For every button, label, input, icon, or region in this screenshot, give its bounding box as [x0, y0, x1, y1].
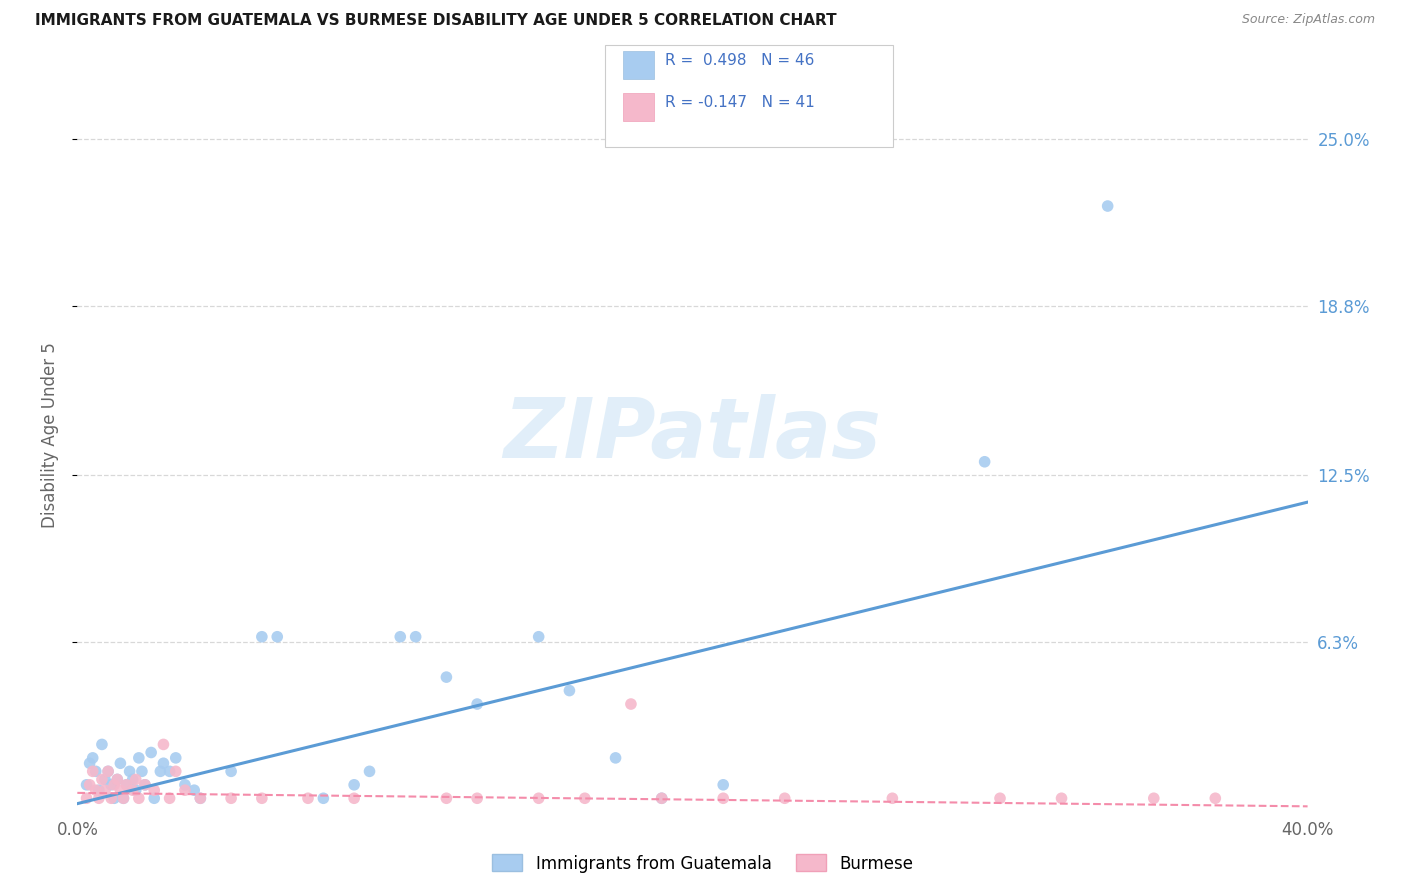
Point [1050, 791, 1073, 805]
Point [165, 751, 187, 765]
Point [128, 791, 150, 805]
Point [143, 791, 166, 805]
Point [174, 783, 197, 797]
Point [152, 756, 174, 771]
Point [605, 751, 627, 765]
Point [97, 764, 120, 779]
Point [297, 791, 319, 805]
Point [90, 738, 114, 752]
Point [112, 791, 135, 805]
Legend: Immigrants from Guatemala, Burmese: Immigrants from Guatemala, Burmese [485, 847, 921, 880]
Point [112, 791, 135, 805]
Point [1204, 791, 1226, 805]
Point [118, 764, 141, 779]
Point [110, 783, 132, 797]
Point [141, 746, 163, 760]
Point [103, 778, 125, 792]
Point [405, 630, 427, 644]
Point [82, 751, 104, 765]
Point [250, 791, 273, 805]
Point [128, 751, 150, 765]
Point [651, 791, 673, 805]
Point [125, 772, 148, 787]
Point [121, 783, 143, 797]
Text: R = -0.147   N = 41: R = -0.147 N = 41 [665, 95, 815, 110]
Point [76, 791, 98, 805]
Point [219, 791, 242, 805]
Point [125, 783, 148, 797]
Point [250, 630, 273, 644]
Point [143, 783, 166, 797]
Point [159, 791, 181, 805]
Point [94, 783, 117, 797]
Point [988, 791, 1011, 805]
Point [620, 697, 643, 711]
Point [527, 630, 550, 644]
Point [465, 697, 488, 711]
Point [90, 772, 114, 787]
Point [266, 630, 288, 644]
Point [359, 764, 381, 779]
Point [152, 738, 174, 752]
Point [100, 791, 122, 805]
Point [87, 783, 110, 797]
Point [131, 764, 153, 779]
Point [97, 764, 120, 779]
Point [436, 670, 458, 684]
Point [527, 791, 550, 805]
Point [84, 783, 107, 797]
Point [134, 778, 156, 792]
Point [574, 791, 596, 805]
Point [882, 791, 904, 805]
Point [87, 791, 110, 805]
Y-axis label: Disability Age Under 5: Disability Age Under 5 [41, 342, 59, 528]
Point [188, 791, 212, 805]
Point [773, 791, 796, 805]
Point [84, 764, 107, 779]
Text: Source: ZipAtlas.com: Source: ZipAtlas.com [1241, 13, 1375, 27]
Point [174, 778, 197, 792]
Point [1097, 199, 1119, 213]
Point [389, 630, 412, 644]
Point [343, 791, 366, 805]
Text: ZIPatlas: ZIPatlas [503, 394, 882, 475]
Point [79, 756, 101, 771]
Point [183, 783, 205, 797]
Point [159, 764, 181, 779]
Point [711, 791, 734, 805]
Point [436, 791, 458, 805]
Point [343, 778, 366, 792]
Point [711, 778, 734, 792]
Text: R =  0.498   N = 46: R = 0.498 N = 46 [665, 54, 814, 68]
Point [188, 791, 212, 805]
Point [312, 791, 335, 805]
Point [110, 756, 132, 771]
Point [1143, 791, 1166, 805]
Point [973, 455, 995, 469]
Point [94, 772, 117, 787]
Point [134, 778, 156, 792]
Point [165, 764, 187, 779]
Point [105, 772, 128, 787]
Point [465, 791, 488, 805]
Point [100, 778, 122, 792]
Point [651, 791, 673, 805]
Point [79, 778, 101, 792]
Point [558, 683, 581, 698]
Point [76, 778, 98, 792]
Point [103, 791, 125, 805]
Point [115, 778, 138, 792]
Point [149, 764, 172, 779]
Point [82, 764, 104, 779]
Point [219, 764, 242, 779]
Text: IMMIGRANTS FROM GUATEMALA VS BURMESE DISABILITY AGE UNDER 5 CORRELATION CHART: IMMIGRANTS FROM GUATEMALA VS BURMESE DIS… [35, 13, 837, 29]
Point [115, 778, 138, 792]
Point [121, 772, 143, 787]
Point [105, 772, 128, 787]
